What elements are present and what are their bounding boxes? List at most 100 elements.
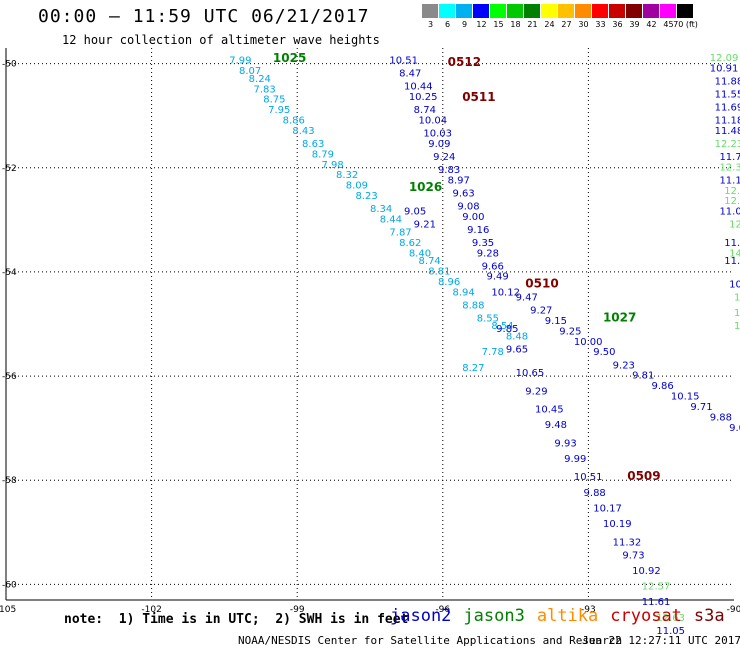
swh-value-label: 12: [734, 321, 740, 332]
pass-number-label: 0510: [525, 277, 558, 291]
swh-value-label: 8.54: [491, 321, 513, 332]
swh-value-label: 9.93: [554, 438, 576, 449]
colorbar-label: 21: [527, 20, 538, 29]
colorbar-swatch: [609, 4, 626, 18]
swh-value-label: 8.94: [453, 287, 475, 298]
swh-value-label: 8.44: [380, 214, 402, 225]
grid: [6, 48, 734, 600]
swh-value-label: 8.88: [462, 300, 484, 311]
colorbar-cell: 3: [422, 4, 439, 29]
colorbar-cell: 18: [507, 4, 524, 29]
swh-value-label: 9.81: [632, 371, 654, 382]
pass-number-label: 0511: [462, 90, 495, 104]
axis-ticks: -105 -102 -99 -96 -93 -90 -50 -52 -54 -56 -58 -60: [0, 60, 740, 615]
swh-value-label: 8.74: [419, 256, 441, 267]
colorbar-swatch: [439, 4, 456, 18]
pass-number-label: 1027: [603, 310, 636, 324]
colorbar-cell: 12: [473, 4, 490, 29]
x-tick-label: -96: [435, 605, 450, 615]
credit-text: NOAA/NESDIS Center for Satellite Applica…: [238, 634, 623, 647]
satellite-legend-jason2: jason2: [390, 606, 452, 626]
swh-value-label: 8.97: [448, 175, 470, 186]
swh-value-label: 12.57: [642, 582, 671, 593]
swh-value-label: 11.61: [642, 597, 671, 608]
swh-value-label: 10.45: [535, 405, 564, 416]
colorbar-label: 36: [612, 20, 623, 29]
swh-value-label: 9.49: [486, 272, 508, 283]
satellite-legend: jason2 jason3 altika cryosat s3a: [390, 606, 737, 626]
colorbar-cell: 33: [592, 4, 609, 29]
swh-value-label: 12.33: [719, 162, 740, 173]
pass-labels: 1025 0512 0511 1026 0510 1027 0509: [273, 51, 661, 483]
swh-value-label: 10.03: [423, 129, 452, 140]
swh-value-label: 13: [734, 293, 740, 304]
swh-value-label: 12.7: [724, 196, 740, 207]
swh-value-label: 14: [729, 248, 740, 259]
swh-value-label: 9.73: [622, 550, 644, 561]
colorbar-label: 27: [561, 20, 572, 29]
colorbar-label: 42: [646, 20, 657, 29]
swh-value-label: 9.27: [530, 306, 552, 317]
colorbar-label: 18: [510, 20, 521, 29]
swh-value-label: 12.4: [729, 220, 740, 231]
swh-value-label: 9.88: [710, 412, 732, 423]
swh-value-label: 9.16: [467, 225, 489, 236]
swh-value-label: 8.24: [249, 74, 271, 85]
swh-value-label: 11.32: [613, 537, 642, 548]
swh-value-label: 8.74: [414, 105, 436, 116]
swh-value-label: 9.25: [559, 326, 581, 337]
wave-height-colorbar: 3 6 9 12 15 18 21 24 27 30 33 36 39 42 45 70 (ft): [422, 4, 698, 29]
x-tick-label: -93: [581, 605, 596, 615]
swh-value-label: 8.32: [336, 170, 358, 181]
colorbar-label: 3: [427, 20, 434, 29]
swh-value-label: 8.23: [355, 191, 377, 202]
swh-value-label: 9.23: [613, 360, 635, 371]
swh-value-label: 10.91: [710, 63, 739, 74]
colorbar-cell: 39: [626, 4, 643, 29]
swh-value-label: 7.78: [482, 347, 504, 358]
swh-value-label: 11.19: [719, 175, 740, 186]
colorbar-swatch: [456, 4, 473, 18]
y-tick-label: -58: [2, 476, 17, 486]
swh-value-label: 8.86: [283, 116, 305, 127]
colorbar-cell: 6: [439, 4, 456, 29]
y-tick-label: -52: [2, 164, 17, 174]
x-tick-label: -99: [290, 605, 305, 615]
swh-value-label: 12.09: [710, 53, 739, 64]
colorbar-cell: 70 (ft): [673, 4, 698, 29]
swh-value-label: 10.19: [603, 519, 632, 530]
swh-value-label: 8.62: [399, 238, 421, 249]
swh-value-label: 7.83: [254, 84, 276, 95]
colorbar-swatch: [575, 4, 592, 18]
swh-value-label: 9.28: [477, 248, 499, 259]
swh-value-label: 8.34: [370, 204, 392, 215]
colorbar-swatch: [490, 4, 507, 18]
swh-value-label: 8.75: [263, 95, 285, 106]
swh-value-label: 12.23: [715, 139, 740, 150]
swh-value-label: 7.95: [268, 105, 290, 116]
swh-value-label: 9.63: [453, 188, 475, 199]
swh-value-label: 9.09: [428, 139, 450, 150]
colorbar-cell: 36: [609, 4, 626, 29]
swh-value-label: 9.00: [462, 212, 484, 223]
swh-value-label: 9.88: [584, 488, 606, 499]
swh-value-label: 9.99: [564, 454, 586, 465]
swh-value-label: 10.04: [419, 116, 448, 127]
colorbar-label: 6: [444, 20, 451, 29]
swh-value-label: 11.0: [719, 207, 740, 218]
satellite-legend-s3a: s3a: [693, 606, 725, 626]
chart-subtitle: 12 hour collection of altimeter wave hei…: [62, 33, 380, 47]
colorbar-swatch: [507, 4, 524, 18]
swh-value-label: 9.83: [438, 165, 460, 176]
swh-value-label: 8.96: [438, 277, 460, 288]
generated-timestamp: Jun 22 12:27:11 UTC 2017: [582, 634, 740, 647]
swh-value-label: 9.85: [496, 324, 518, 335]
colorbar-cell: 15: [490, 4, 507, 29]
swh-value-label: 9.50: [593, 347, 615, 358]
colorbar-label: 30: [578, 20, 589, 29]
colorbar-swatch: [558, 4, 575, 18]
colorbar-label: 9: [461, 20, 468, 29]
swh-value-label: 11.: [724, 238, 740, 249]
swh-value-label: 10.12: [491, 287, 520, 298]
swh-value-label: 8.09: [346, 181, 368, 192]
